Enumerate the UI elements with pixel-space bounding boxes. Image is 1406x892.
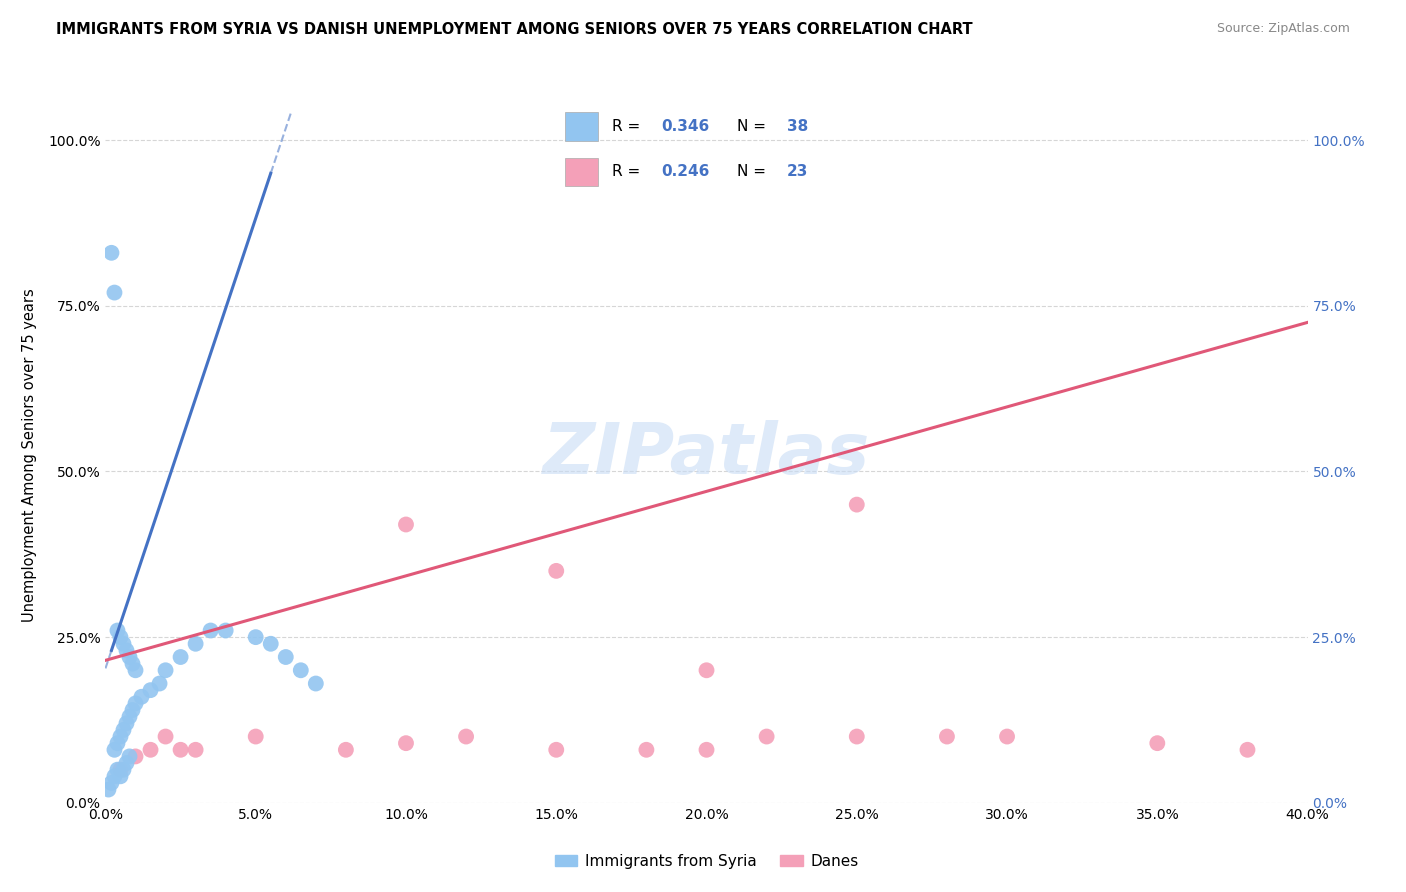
- Point: [755, 730, 778, 744]
- Point: [305, 676, 328, 690]
- Point: [112, 723, 135, 737]
- Point: [395, 736, 418, 750]
- Point: [103, 285, 125, 300]
- Point: [1146, 736, 1168, 750]
- Point: [110, 630, 132, 644]
- Point: [110, 730, 132, 744]
- Point: [112, 637, 135, 651]
- Point: [200, 624, 222, 638]
- Point: [169, 650, 191, 665]
- Point: [696, 743, 718, 757]
- Point: [290, 663, 312, 677]
- Point: [454, 730, 477, 744]
- Point: [107, 624, 129, 638]
- Point: [148, 676, 170, 690]
- Text: R =: R =: [612, 164, 645, 179]
- Point: [124, 749, 146, 764]
- Point: [121, 703, 143, 717]
- Point: [260, 637, 283, 651]
- Point: [936, 730, 959, 744]
- Point: [115, 643, 138, 657]
- Point: [97, 782, 120, 797]
- FancyBboxPatch shape: [565, 112, 599, 141]
- Text: N =: N =: [737, 120, 770, 135]
- Point: [118, 749, 141, 764]
- Point: [184, 743, 207, 757]
- Point: [155, 730, 177, 744]
- Point: [100, 245, 122, 260]
- FancyBboxPatch shape: [565, 158, 599, 186]
- Text: 38: 38: [787, 120, 808, 135]
- Point: [103, 769, 125, 783]
- Text: 0.346: 0.346: [661, 120, 710, 135]
- Point: [107, 736, 129, 750]
- Point: [100, 776, 122, 790]
- Text: ZIPatlas: ZIPatlas: [543, 420, 870, 490]
- Point: [546, 564, 568, 578]
- Point: [124, 697, 146, 711]
- Point: [110, 769, 132, 783]
- Point: [115, 716, 138, 731]
- Text: 0.246: 0.246: [661, 164, 710, 179]
- Point: [107, 763, 129, 777]
- Point: [845, 730, 868, 744]
- Point: [118, 709, 141, 723]
- Point: [274, 650, 297, 665]
- Point: [1236, 743, 1258, 757]
- Text: IMMIGRANTS FROM SYRIA VS DANISH UNEMPLOYMENT AMONG SENIORS OVER 75 YEARS CORRELA: IMMIGRANTS FROM SYRIA VS DANISH UNEMPLOY…: [56, 22, 973, 37]
- Y-axis label: Unemployment Among Seniors over 75 years: Unemployment Among Seniors over 75 years: [22, 288, 37, 622]
- Text: R =: R =: [612, 120, 645, 135]
- Point: [696, 663, 718, 677]
- Point: [995, 730, 1018, 744]
- Point: [335, 743, 357, 757]
- Point: [118, 650, 141, 665]
- Point: [395, 517, 418, 532]
- Point: [845, 498, 868, 512]
- Point: [139, 683, 162, 698]
- Point: [155, 663, 177, 677]
- Point: [546, 743, 568, 757]
- Point: [131, 690, 153, 704]
- Point: [245, 630, 267, 644]
- Point: [103, 743, 125, 757]
- Text: Source: ZipAtlas.com: Source: ZipAtlas.com: [1216, 22, 1350, 36]
- Point: [110, 763, 132, 777]
- Text: N =: N =: [737, 164, 770, 179]
- Point: [124, 663, 146, 677]
- Point: [121, 657, 143, 671]
- Point: [214, 624, 236, 638]
- Point: [112, 763, 135, 777]
- Legend: Immigrants from Syria, Danes: Immigrants from Syria, Danes: [548, 848, 865, 875]
- Point: [184, 637, 207, 651]
- Point: [115, 756, 138, 770]
- Text: 23: 23: [787, 164, 808, 179]
- Point: [636, 743, 658, 757]
- Point: [139, 743, 162, 757]
- Point: [245, 730, 267, 744]
- Point: [169, 743, 191, 757]
